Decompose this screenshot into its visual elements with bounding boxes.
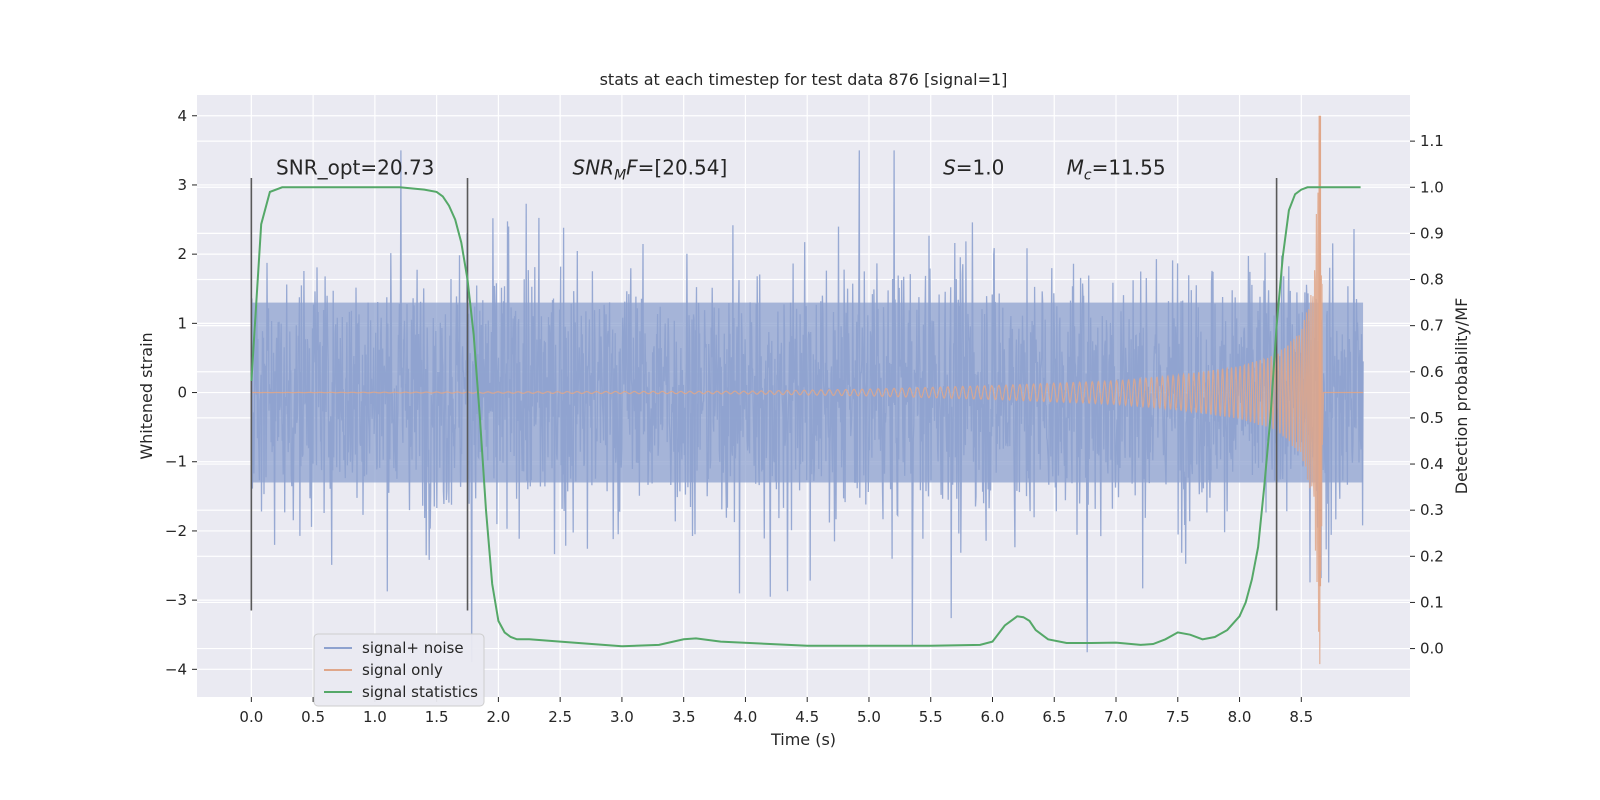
x-axis: 0.0 0.5 1.0 1.5 2.0 2.5 3.0 3.5 4.0 4.5 5.0 5.5 6.0 6…: [239, 697, 1313, 726]
y-tick-label: 2: [177, 245, 187, 263]
y2-tick-label: 0.7: [1420, 317, 1444, 335]
y-axis-label: Whitened strain: [137, 332, 156, 459]
annotation-snr-opt: SNR_opt=20.73: [276, 156, 434, 180]
x-tick-label: 2.5: [548, 708, 572, 726]
signal-only-line: [251, 133, 1364, 665]
y-tick-label: −3: [165, 591, 187, 609]
annotation-value: =1.0: [956, 156, 1005, 180]
vertical-markers: [250, 178, 1278, 611]
y-tick-label: 0: [177, 384, 187, 402]
y2-tick-label: 0.2: [1420, 547, 1444, 565]
y2-axis-label: Detection probability/MF: [1452, 298, 1471, 495]
legend-entry: signal statistics: [362, 683, 478, 701]
annotation-value: =11.55: [1092, 156, 1166, 180]
x-tick-label: 3.5: [672, 708, 696, 726]
x-tick-label: 5.0: [857, 708, 881, 726]
x-tick-label: 4.0: [734, 708, 758, 726]
y-tick-label: 3: [177, 176, 187, 194]
y2-tick-label: 1.1: [1420, 132, 1444, 150]
y-axis-right: 1.1 1.0 0.9 0.8 0.7 0.6 0.5 0.4 0.3 0.2 0.1 0.0: [1410, 132, 1444, 658]
annotation-symbol: S: [943, 156, 956, 180]
y2-tick-label: 0.8: [1420, 271, 1444, 289]
y-tick-label: 1: [177, 314, 187, 332]
y-tick-label: −4: [165, 660, 187, 678]
annotation-subscript: c: [1084, 168, 1092, 184]
signal-statistics-line: [250, 186, 1361, 648]
series-signal-statistics: [250, 186, 1361, 648]
x-tick-label: 7.0: [1104, 708, 1128, 726]
y-tick-label: −1: [165, 453, 187, 471]
x-tick-label: 1.5: [425, 708, 449, 726]
annotation-s-value: S=1.0: [943, 156, 1004, 180]
annotation-symbol: M: [1067, 156, 1084, 180]
legend-box: [313, 633, 485, 707]
x-tick-label: 0.0: [239, 708, 263, 726]
y2-tick-label: 0.3: [1420, 501, 1444, 519]
x-tick-label: 1.0: [363, 708, 387, 726]
chart-title: stats at each timestep for test data 876…: [600, 70, 1008, 89]
x-tick-label: 3.0: [610, 708, 634, 726]
x-tick-label: 7.5: [1166, 708, 1190, 726]
legend-entry: signal only: [362, 661, 443, 679]
x-tick-label: 8.5: [1289, 708, 1313, 726]
y2-tick-label: 0.1: [1420, 593, 1444, 611]
y-tick-label: 4: [177, 107, 187, 125]
annotation-symbol: SNR: [573, 156, 615, 180]
legend: signal+ noise signal only signal statistic…: [313, 633, 485, 707]
x-tick-label: 4.5: [795, 708, 819, 726]
series-signal-only: [251, 115, 1364, 665]
y-tick-label: −2: [165, 522, 187, 540]
x-tick-label: 6.5: [1042, 708, 1066, 726]
y2-tick-label: 0.6: [1420, 363, 1444, 381]
y2-tick-label: 0.5: [1420, 409, 1444, 427]
x-axis-label: Time (s): [770, 730, 836, 749]
x-tick-label: 6.0: [981, 708, 1005, 726]
x-tick-label: 5.5: [919, 708, 943, 726]
y2-tick-label: 1.0: [1420, 178, 1444, 196]
legend-entry: signal+ noise: [362, 639, 464, 657]
x-tick-label: 0.5: [301, 708, 325, 726]
annotation-mc-value: Mc=11.55: [1067, 156, 1166, 184]
x-tick-label: 8.0: [1228, 708, 1252, 726]
y-axis-left: 4 3 2 1 0 −1 −2 −3 −4: [165, 107, 197, 678]
y2-tick-label: 0.0: [1420, 640, 1444, 658]
annotation-value: =[20.54]: [638, 156, 728, 180]
annotation-subscript: M: [614, 168, 626, 184]
annotation-symbol-tail: F: [626, 156, 638, 180]
x-tick-label: 2.0: [486, 708, 510, 726]
annotations: SNR_opt=20.73 SNRMF=[20.54] S=1.0 Mc=11.55: [276, 156, 1166, 184]
annotation-snr-mf: SNRMF=[20.54]: [573, 156, 728, 184]
y2-tick-label: 0.4: [1420, 455, 1444, 473]
y2-tick-label: 0.9: [1420, 224, 1444, 242]
